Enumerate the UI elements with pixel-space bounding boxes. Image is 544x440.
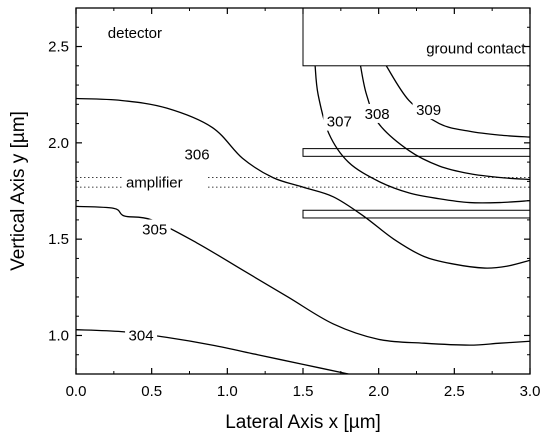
- x-tick-label: 2.5: [444, 383, 465, 400]
- lower-strip: [302, 209, 530, 219]
- x-axis-label: Lateral Axis x [µm]: [225, 412, 381, 433]
- contour-line-308: [359, 65, 530, 181]
- amplifier-label-bg: [121, 172, 208, 192]
- y-tick-label: 2.5: [48, 39, 69, 56]
- axis-ticks: [75, 8, 531, 374]
- contour-label-bg-308: [361, 103, 394, 123]
- tick-labels: 0.0 0.5 1.0 1.5 2.0 2.5 3.0 1.0 1.5 2.0 2.5: [48, 39, 540, 400]
- contour-label-309: 309: [416, 102, 441, 119]
- contour-label-bg-309: [412, 100, 445, 120]
- y-tick-label: 2.0: [48, 135, 69, 152]
- contour-line-304: [76, 329, 349, 374]
- contour-line-307: [314, 65, 530, 204]
- upper-strip: [302, 148, 530, 157]
- region-label-detector: detector: [108, 25, 162, 42]
- plot-area: 304 305 306 307 308 309 detector ground contact…: [76, 8, 530, 374]
- contour-line-309: [385, 65, 530, 138]
- x-tick-label: 2.0: [368, 383, 389, 400]
- contour-label-307: 307: [327, 114, 352, 131]
- region-label-amplifier: amplifier: [126, 174, 183, 191]
- contour-label-306: 306: [185, 146, 210, 163]
- y-axis-label: Vertical Axis y [µm]: [8, 111, 29, 271]
- y-tick-label: 1.5: [48, 231, 69, 248]
- contour-label-bg-306: [181, 144, 214, 164]
- contour-label-304: 304: [129, 327, 154, 344]
- ground-contact-box: [302, 8, 530, 67]
- contour-label-308: 308: [365, 106, 390, 123]
- x-tick-label: 0.0: [66, 383, 87, 400]
- contour-label-305: 305: [142, 222, 167, 239]
- contour-label-bg-307: [323, 111, 356, 131]
- contour-label-bg-304: [125, 325, 158, 345]
- x-tick-label: 1.0: [217, 383, 238, 400]
- region-label-ground-contact: ground contact: [426, 40, 526, 57]
- contour-line-305: [76, 205, 530, 346]
- x-tick-label: 1.5: [293, 383, 314, 400]
- contour-line-306: [76, 97, 530, 269]
- y-tick-label: 1.0: [48, 327, 69, 344]
- x-tick-label: 3.0: [520, 383, 541, 400]
- x-tick-label: 0.5: [141, 383, 162, 400]
- contour-label-bg-305: [138, 219, 171, 239]
